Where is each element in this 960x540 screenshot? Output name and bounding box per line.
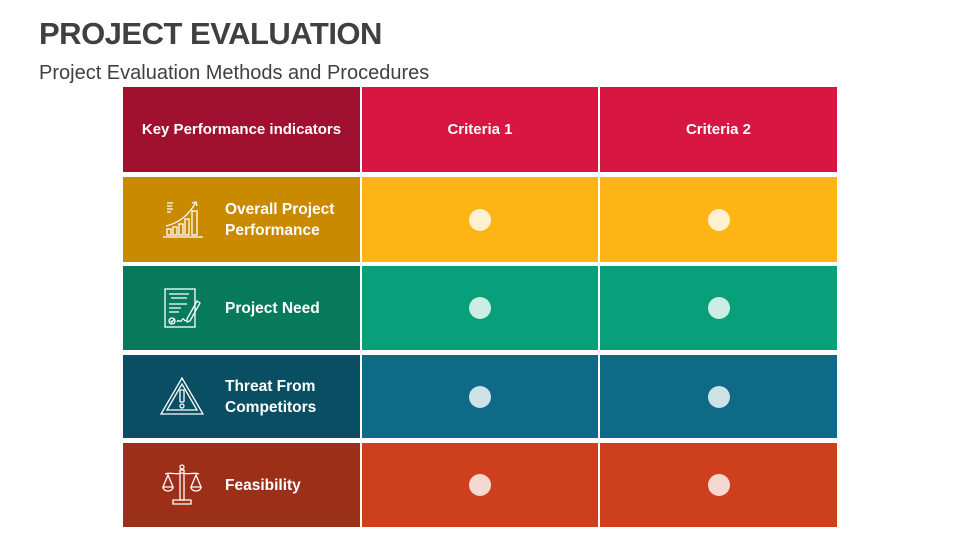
criteria-marker-dot	[469, 385, 491, 408]
signed-document-icon	[164, 288, 201, 328]
column-header: Criteria 2	[600, 87, 837, 172]
criteria-cell	[600, 443, 837, 527]
criteria-marker-dot	[469, 297, 491, 319]
column-header-label: Criteria 2	[685, 121, 752, 138]
kpi-label: Overall Project Performance	[225, 200, 335, 239]
kpi-label: Threat From Competitors	[225, 377, 317, 416]
kpi-cell: Project Need	[123, 266, 360, 350]
page-title: PROJECT EVALUATION	[39, 16, 382, 51]
kpi-cell: Feasibility	[123, 443, 360, 527]
criteria-marker-dot	[707, 208, 730, 231]
kpi-label: Feasibility	[225, 476, 301, 494]
criteria-marker-dot	[469, 208, 491, 231]
criteria-marker-dot	[469, 474, 491, 496]
kpi-label: Project Need	[225, 299, 320, 317]
column-header-label: Key Performance indicators	[141, 121, 342, 138]
balance-scale-icon	[162, 464, 202, 505]
criteria-marker-dot	[707, 474, 730, 496]
column-header: Criteria 1	[362, 87, 598, 172]
criteria-cell	[600, 177, 837, 262]
page-subtitle: Project Evaluation Methods and Procedure…	[39, 62, 430, 84]
kpi-cell: Threat From Competitors	[123, 355, 360, 438]
criteria-cell	[362, 177, 598, 262]
criteria-cell	[362, 355, 598, 438]
warning-triangle-icon	[159, 376, 205, 415]
criteria-cell	[600, 355, 837, 438]
column-header: Key Performance indicators	[123, 87, 360, 172]
kpi-cell: Overall Project Performance	[123, 177, 360, 262]
criteria-marker-dot	[707, 385, 730, 408]
growth-chart-icon	[163, 200, 203, 238]
criteria-cell	[362, 266, 598, 350]
column-header-label: Criteria 1	[447, 121, 513, 138]
criteria-cell	[600, 266, 837, 350]
criteria-marker-dot	[707, 297, 730, 319]
criteria-cell	[362, 443, 598, 527]
